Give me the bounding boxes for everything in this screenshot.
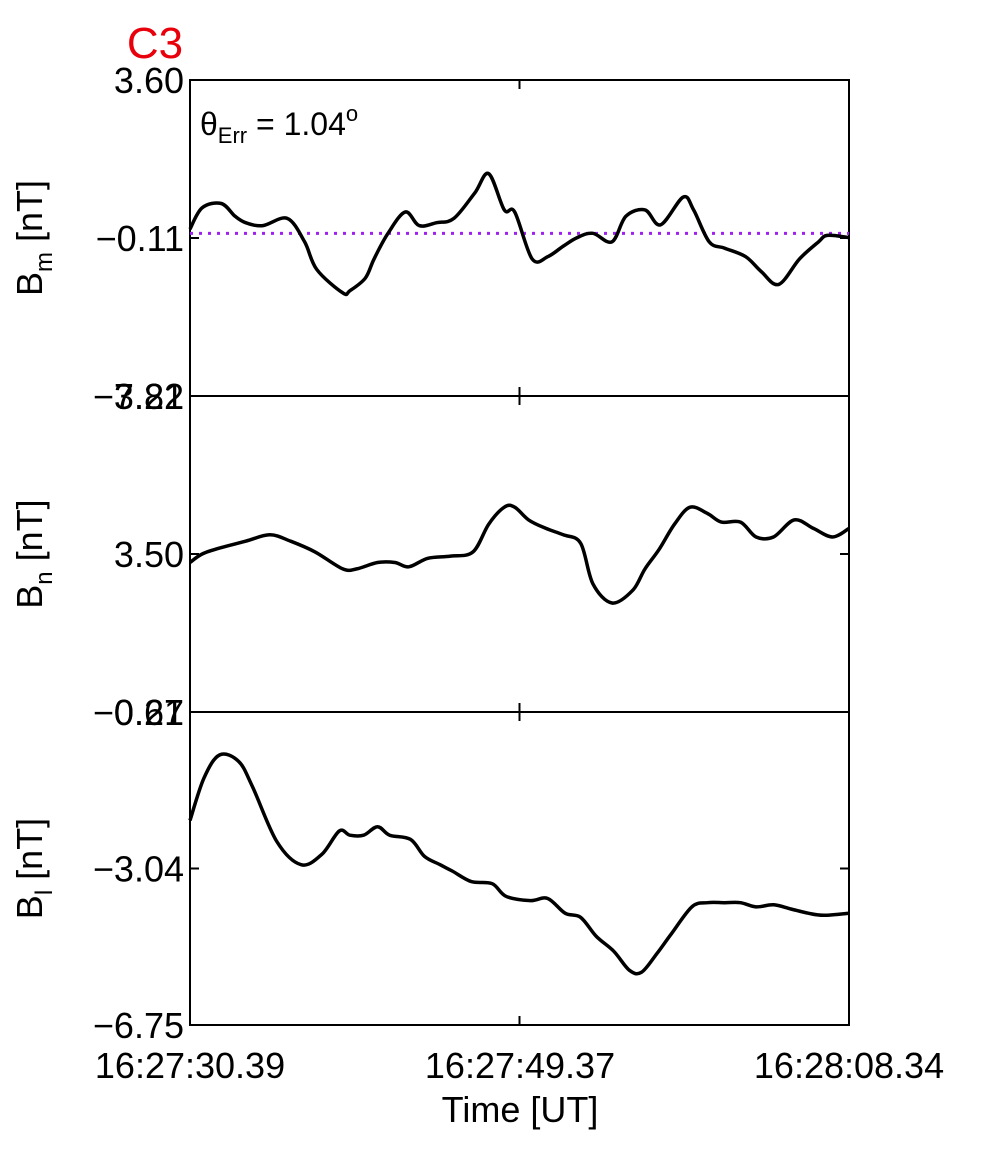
panel-bm: 3.60 −0.11 −3.82 Bm [nT] [9,60,850,417]
y-tick-label: −3.04 [93,849,184,890]
y-axis-title-unit: [nT] [9,180,50,252]
x-tick-label: 16:27:30.39 [95,1045,285,1086]
chart-title: C3 [127,19,183,68]
x-axis-title: Time [UT] [442,1089,599,1130]
series-line-bn [188,503,850,605]
theta-symbol: θ [200,106,218,142]
y-axis-title-unit: [nT] [9,818,50,890]
y-tick-label: 3.50 [114,534,184,575]
y-axis-title-main: B [9,895,50,919]
series-line-bm [188,171,850,297]
y-tick-label: 3.60 [114,60,184,101]
plot-frame [189,711,850,1026]
y-axis-title-sub: l [31,890,58,895]
series-line-bl [188,752,850,976]
x-tick-labels: 16:27:30.39 16:27:49.37 16:28:08.34 [95,1045,944,1086]
y-tick-label: −0.21 [93,692,184,733]
y-axis-title-sub: m [31,252,58,272]
y-tick-label: 0.67 [114,692,184,733]
theta-degree: o [346,101,358,126]
panel-bl: 0.67 −3.04 −6.75 Bl [nT] [9,692,850,1046]
y-tick-label: 7.21 [114,376,184,417]
y-tick-label: −0.11 [96,218,184,259]
y-axis-title: Bn [nT] [9,499,58,608]
y-axis-title-main: B [9,272,50,296]
plot-frame [189,395,850,713]
panel-bn: 7.21 3.50 −0.21 Bn [nT] [9,376,850,733]
theta-value: = 1.04 [247,106,346,142]
y-tick-label: −6.75 [93,1005,184,1046]
x-tick-label: 16:27:49.37 [425,1045,615,1086]
x-tick-label: 16:28:08.34 [754,1045,944,1086]
theta-error-annotation: θErr = 1.04o [200,101,358,148]
y-tick-label: −3.82 [93,376,184,417]
theta-subscript: Err [218,123,247,148]
y-axis-title-main: B [9,585,50,609]
y-axis-title: Bm [nT] [9,180,58,296]
y-axis-title: Bl [nT] [9,818,58,919]
y-axis-title-sub: n [31,571,58,584]
y-axis-title-unit: [nT] [9,499,50,571]
